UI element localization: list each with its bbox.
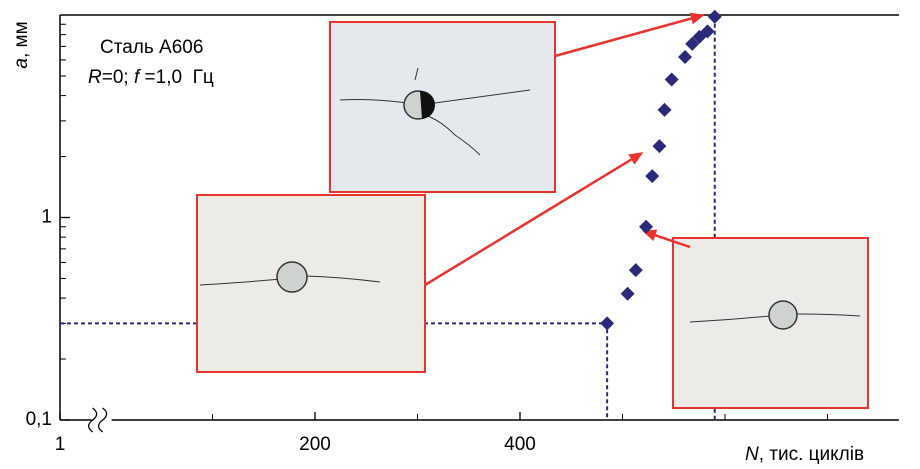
- x-tick-label: 400: [504, 434, 536, 455]
- x-tick-label: 200: [299, 434, 331, 455]
- annotation-line-1: Сталь А606: [100, 37, 203, 58]
- annotation-part: R: [88, 67, 102, 88]
- data-point: [665, 73, 679, 87]
- annotation-part: =1,0 Гц: [139, 67, 214, 88]
- data-point: [621, 287, 635, 301]
- data-point: [652, 139, 666, 153]
- photo-inset: [330, 22, 555, 192]
- y-label-part: , мм: [11, 21, 32, 58]
- photo-inset: [197, 195, 425, 372]
- arrow-line: [555, 18, 691, 56]
- data-point: [708, 10, 722, 24]
- y-label-part: a: [11, 58, 32, 69]
- data-point: [600, 316, 614, 330]
- arrow-head: [628, 152, 643, 164]
- data-point: [629, 263, 643, 277]
- x-axis-label: N, тис. циклів: [745, 444, 864, 465]
- data-point: [658, 103, 672, 117]
- x-label-part: N: [745, 444, 759, 465]
- y-tick-label: 0,1: [26, 409, 52, 430]
- data-point: [678, 50, 692, 64]
- photo-inset: [673, 238, 868, 408]
- x-tick-label: 1: [55, 434, 66, 455]
- data-point: [645, 169, 659, 183]
- annotation-line-2: R=0; f =1,0 Гц: [88, 67, 214, 88]
- pore: [769, 301, 797, 329]
- y-axis-label: a, мм: [11, 21, 32, 68]
- y-tick-label: 1: [41, 207, 52, 228]
- annotation-part: =0;: [102, 67, 134, 88]
- chart: Сталь А606 R=0; f =1,0 Гц N, тис. циклів…: [0, 0, 920, 469]
- x-label-part: , тис. циклів: [759, 444, 864, 465]
- pore: [277, 262, 307, 292]
